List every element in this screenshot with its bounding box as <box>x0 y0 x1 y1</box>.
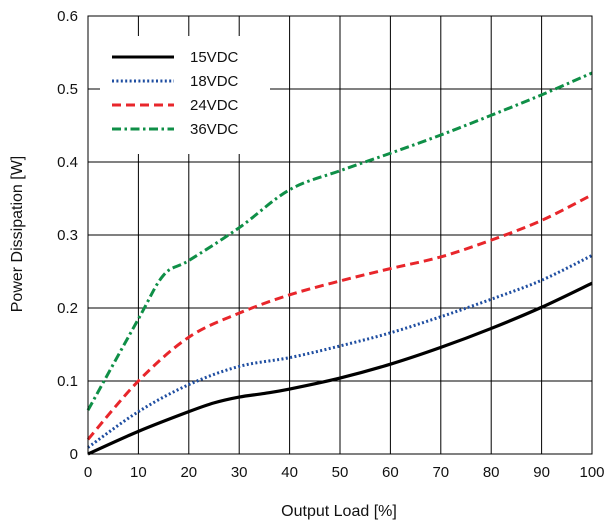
y-tick-label: 0.4 <box>57 154 78 171</box>
y-tick-label: 0.1 <box>57 373 78 390</box>
x-tick-label: 80 <box>483 464 500 481</box>
x-tick-label: 10 <box>130 464 147 481</box>
series-line-18vdc <box>87 254 593 449</box>
x-tick-label: 100 <box>579 464 604 481</box>
plot-frame <box>87 15 593 455</box>
x-tick-label: 60 <box>382 464 399 481</box>
legend: 15VDC 18VDC 24VDC 36VDC <box>112 49 239 138</box>
legend-label-18vdc: 18VDC <box>190 73 239 90</box>
legend-label-36vdc: 36VDC <box>190 121 239 138</box>
series-line-15vdc <box>87 281 593 456</box>
y-tick-label: 0.6 <box>57 8 78 25</box>
x-tick-label: 70 <box>432 464 449 481</box>
x-axis-label: Output Load [%] <box>281 503 397 520</box>
x-tick-label: 30 <box>231 464 248 481</box>
y-tick-label: 0 <box>70 446 78 463</box>
series-lines <box>86 71 593 456</box>
legend-label-24vdc: 24VDC <box>190 97 239 114</box>
x-tick-labels: 0 10 20 30 40 50 60 70 80 90 100 <box>84 464 605 481</box>
y-tick-labels: 0 0.1 0.2 0.3 0.4 0.5 0.6 <box>57 8 78 463</box>
y-tick-label: 0.5 <box>57 81 78 98</box>
series-line-24vdc <box>86 193 593 441</box>
x-tick-label: 50 <box>332 464 349 481</box>
series-line-36vdc <box>86 71 593 411</box>
y-tick-label: 0.2 <box>57 300 78 317</box>
y-tick-label: 0.3 <box>57 227 78 244</box>
y-axis-label: Power Dissipation [W] <box>9 156 26 313</box>
x-tick-label: 90 <box>533 464 550 481</box>
x-tick-label: 20 <box>180 464 197 481</box>
legend-background <box>100 36 270 154</box>
legend-label-15vdc: 15VDC <box>190 49 239 66</box>
x-tick-label: 0 <box>84 464 92 481</box>
x-tick-label: 40 <box>281 464 298 481</box>
